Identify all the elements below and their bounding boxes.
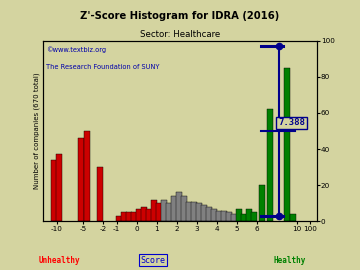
Bar [251, 212, 257, 221]
Bar [196, 203, 202, 221]
Text: 7.388: 7.388 [278, 118, 305, 127]
Bar [226, 212, 232, 221]
Y-axis label: Number of companies (670 total): Number of companies (670 total) [34, 73, 40, 189]
Bar [166, 203, 172, 221]
Bar [206, 207, 212, 221]
Bar [131, 212, 137, 221]
Text: Score: Score [140, 256, 165, 265]
Bar [161, 200, 167, 221]
Bar [151, 200, 157, 221]
Bar [121, 212, 127, 221]
Bar [77, 138, 84, 221]
Bar [241, 214, 247, 221]
Bar [221, 211, 227, 221]
Bar [181, 196, 187, 221]
Text: Healthy: Healthy [273, 256, 306, 265]
Text: The Research Foundation of SUNY: The Research Foundation of SUNY [46, 64, 159, 70]
Bar [186, 201, 192, 221]
Bar [84, 131, 90, 221]
Bar [259, 185, 265, 221]
Bar [97, 167, 103, 221]
Bar [146, 209, 152, 221]
Bar [267, 109, 273, 221]
Bar [176, 193, 182, 221]
Bar [236, 209, 242, 221]
Text: ©www.textbiz.org: ©www.textbiz.org [46, 46, 106, 53]
Bar [116, 216, 122, 221]
Bar [201, 205, 207, 221]
Bar [291, 214, 296, 221]
Bar [211, 209, 217, 221]
Text: Unhealthy: Unhealthy [39, 256, 80, 265]
Bar [171, 196, 177, 221]
Bar [56, 154, 62, 221]
Text: Sector: Healthcare: Sector: Healthcare [140, 30, 220, 39]
Bar [156, 203, 162, 221]
Bar [216, 211, 222, 221]
Bar [136, 209, 142, 221]
Bar [284, 68, 290, 221]
Bar [126, 212, 132, 221]
Bar [191, 201, 197, 221]
Bar [141, 207, 147, 221]
Bar [246, 209, 252, 221]
Text: Z'-Score Histogram for IDRA (2016): Z'-Score Histogram for IDRA (2016) [80, 11, 280, 21]
Bar [51, 160, 57, 221]
Bar [231, 214, 237, 221]
